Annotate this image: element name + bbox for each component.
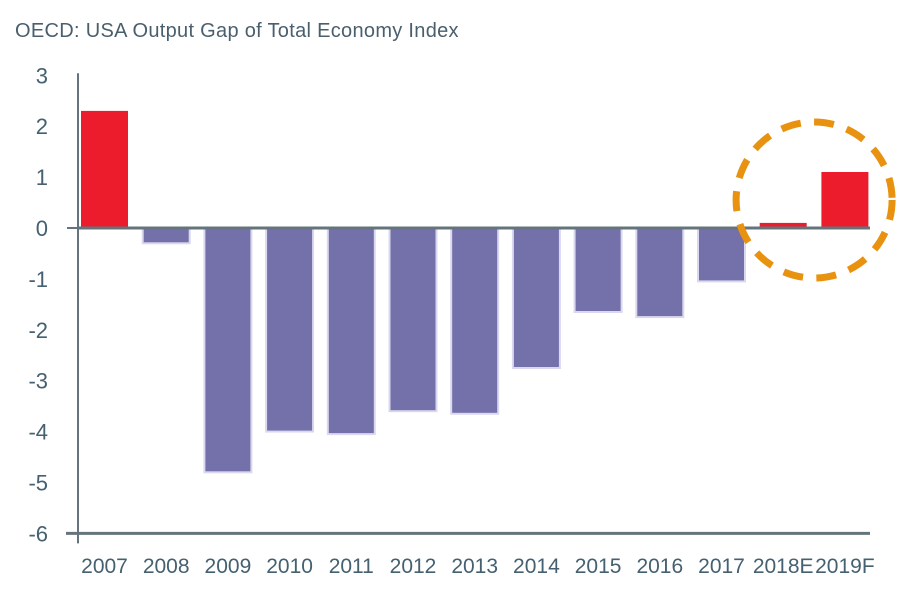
bar-2013 — [450, 227, 500, 415]
bar-2009 — [203, 227, 253, 474]
x-tick-label-2008: 2008 — [143, 555, 190, 578]
bar-2007 — [81, 110, 128, 228]
y-tick-label-3: 3 — [36, 63, 48, 88]
y-tick-label--4: -4 — [28, 420, 48, 445]
x-tick-label-2018E: 2018E — [753, 555, 814, 578]
y-tick-label--1: -1 — [28, 267, 48, 292]
x-tick-label-2010: 2010 — [266, 555, 313, 578]
y-tick-label-1: 1 — [36, 165, 48, 190]
bar-2015 — [573, 227, 623, 313]
bar-2010 — [265, 227, 315, 433]
bar-2012 — [388, 227, 438, 413]
x-tick-label-2014: 2014 — [513, 555, 560, 578]
bar-2008 — [141, 227, 191, 245]
bar-2019F — [821, 172, 869, 228]
x-tick-label-2019F: 2019F — [815, 555, 875, 578]
x-tick-label-2013: 2013 — [451, 555, 498, 578]
chart-title: OECD: USA Output Gap of Total Economy In… — [15, 20, 459, 42]
bar-2018E — [759, 222, 807, 228]
x-tick-label-2011: 2011 — [329, 555, 374, 578]
y-tick-label--5: -5 — [28, 471, 48, 496]
bar-2011 — [326, 227, 376, 436]
y-tick-label--2: -2 — [28, 318, 48, 343]
y-tick-label--3: -3 — [28, 369, 48, 394]
forecast-circle-annotation — [732, 118, 896, 282]
x-tick-label-2015: 2015 — [575, 555, 622, 578]
x-tick-label-2012: 2012 — [390, 555, 437, 578]
y-tick-label-2: 2 — [36, 114, 48, 139]
x-tick-label-2016: 2016 — [636, 555, 683, 578]
x-tick-label-2007: 2007 — [81, 555, 128, 578]
bar-2016 — [635, 227, 685, 319]
y-tick-label--6: -6 — [28, 521, 48, 546]
bar-2014 — [511, 227, 561, 369]
x-tick-label-2009: 2009 — [205, 555, 252, 578]
x-tick-label-2017: 2017 — [698, 555, 745, 578]
bar-2017 — [697, 227, 746, 283]
y-tick-label-0: 0 — [36, 216, 48, 241]
